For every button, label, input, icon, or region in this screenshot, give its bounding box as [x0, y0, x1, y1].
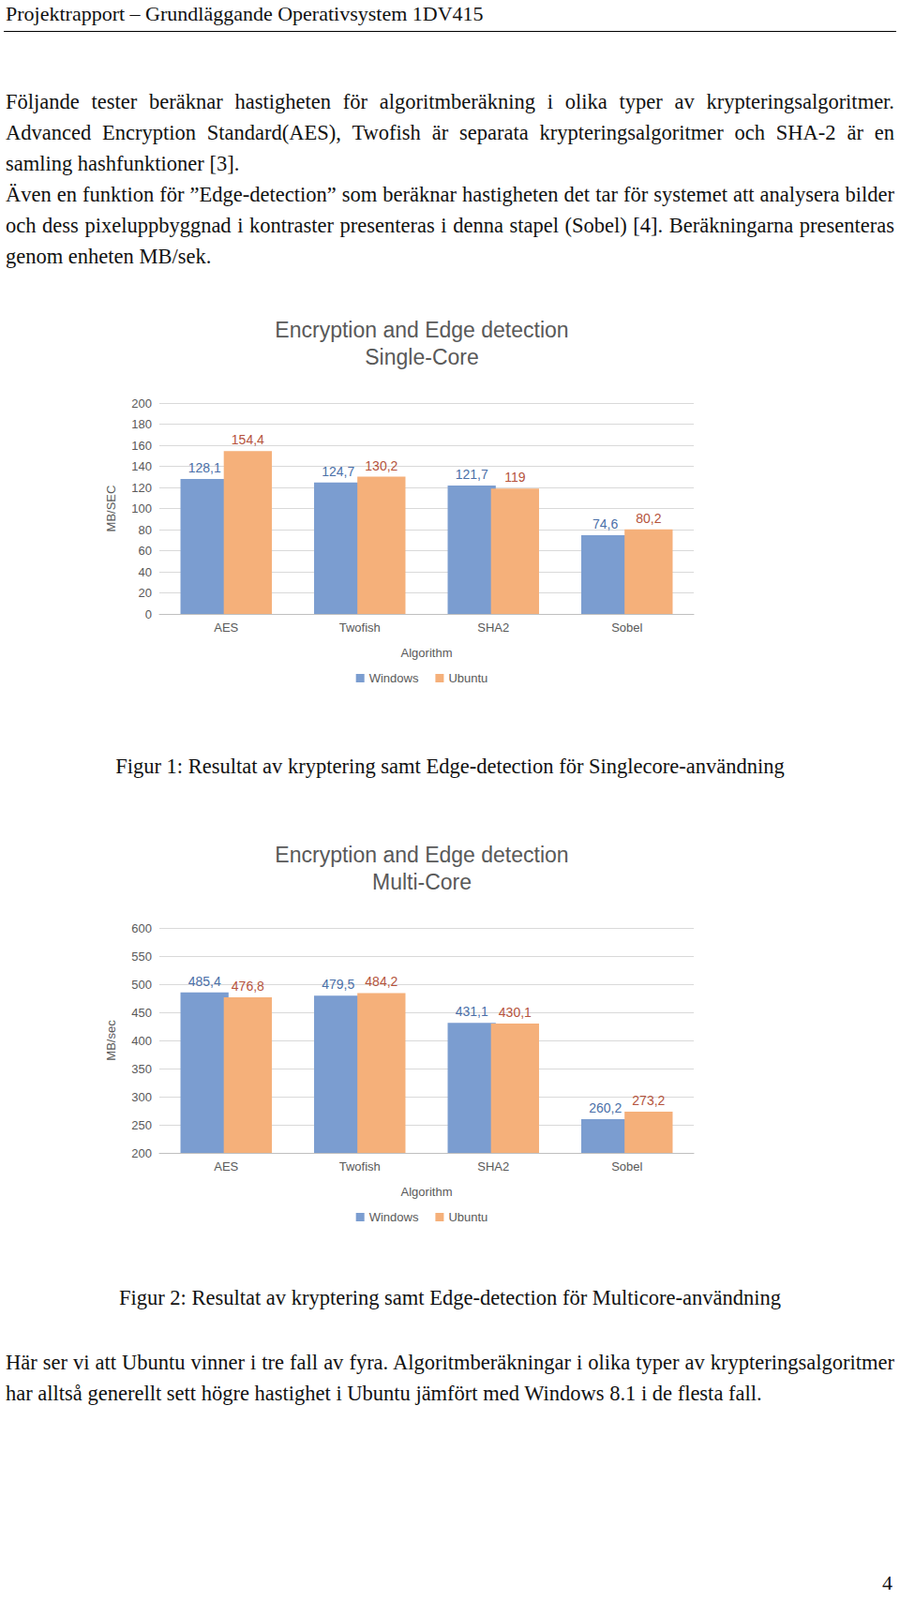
svg-text:200: 200 — [131, 1146, 152, 1161]
svg-text:160: 160 — [131, 438, 152, 453]
svg-text:130,2: 130,2 — [364, 458, 398, 474]
svg-text:SHA2: SHA2 — [477, 620, 510, 635]
svg-text:260,2: 260,2 — [588, 1100, 622, 1116]
html-text:Figur 1: Resultat av krypterin: Figur 1: Resultat av kryptering samt Edg… — [115, 754, 785, 779]
svg-text:273,2: 273,2 — [631, 1093, 665, 1109]
svg-text:121,7: 121,7 — [455, 466, 489, 482]
svg-text:Windows: Windows — [369, 1210, 420, 1225]
svg-text:Algorithm: Algorithm — [401, 1185, 453, 1200]
svg-text:60: 60 — [138, 543, 152, 558]
svg-text:Twofish: Twofish — [339, 620, 381, 635]
html-text:Följande tester beräknar hasti: Följande tester beräknar hastigheten för… — [5, 90, 895, 176]
html-text:Projektrapport – Grundläggande: Projektrapport – Grundläggande Operativs… — [5, 1, 484, 26]
svg-text:74,6: 74,6 — [592, 516, 618, 532]
svg-text:500: 500 — [131, 977, 152, 992]
svg-text:600: 600 — [131, 921, 152, 936]
svg-text:AES: AES — [213, 1159, 239, 1174]
svg-text:200: 200 — [131, 396, 152, 411]
svg-text:550: 550 — [131, 949, 152, 964]
svg-text:484,2: 484,2 — [364, 974, 398, 990]
svg-text:124,7: 124,7 — [321, 464, 355, 480]
svg-text:128,1: 128,1 — [188, 460, 222, 476]
svg-text:400: 400 — [131, 1034, 152, 1049]
html-text:Här ser vi att Ubuntu vinner i: Här ser vi att Ubuntu vinner i tre fall … — [5, 1350, 895, 1406]
svg-text:430,1: 430,1 — [498, 1005, 532, 1020]
svg-text:100: 100 — [131, 501, 152, 516]
svg-text:476,8: 476,8 — [231, 978, 265, 994]
svg-text:0: 0 — [145, 607, 152, 622]
svg-text:Windows: Windows — [369, 671, 420, 686]
svg-text:Encryption and Edge detection: Encryption and Edge detection — [274, 842, 569, 868]
svg-text:20: 20 — [138, 585, 152, 600]
svg-text:180: 180 — [131, 417, 152, 432]
svg-text:Twofish: Twofish — [339, 1159, 381, 1174]
svg-text:MB/sec: MB/sec — [104, 1020, 119, 1062]
svg-text:Encryption and Edge detection: Encryption and Edge detection — [274, 317, 569, 343]
svg-text:Ubuntu: Ubuntu — [448, 671, 488, 686]
svg-text:Sobel: Sobel — [611, 620, 643, 635]
svg-text:80,2: 80,2 — [635, 510, 661, 526]
svg-text:140: 140 — [131, 459, 152, 474]
svg-text:MB/SEC: MB/SEC — [104, 485, 119, 533]
html-text:4: 4 — [882, 1571, 893, 1595]
svg-text:300: 300 — [131, 1090, 152, 1105]
svg-text:Multi-Core: Multi-Core — [372, 870, 472, 895]
svg-text:Ubuntu: Ubuntu — [448, 1210, 488, 1225]
svg-text:Single-Core: Single-Core — [364, 345, 479, 370]
svg-text:485,4: 485,4 — [188, 974, 222, 990]
svg-text:AES: AES — [213, 620, 239, 635]
svg-text:250: 250 — [131, 1118, 152, 1133]
svg-text:119: 119 — [504, 469, 526, 485]
svg-text:154,4: 154,4 — [231, 432, 265, 448]
svg-text:450: 450 — [131, 1005, 152, 1020]
svg-text:40: 40 — [138, 565, 152, 580]
svg-text:431,1: 431,1 — [455, 1004, 489, 1020]
svg-text:Algorithm: Algorithm — [401, 645, 453, 660]
html-text:Figur 2: Resultat av krypterin: Figur 2: Resultat av kryptering samt Edg… — [119, 1286, 781, 1310]
html-text:Även en funktion för ”Edge-det: Även en funktion för ”Edge-detection” so… — [5, 182, 895, 269]
svg-text:350: 350 — [131, 1062, 152, 1077]
svg-text:Sobel: Sobel — [611, 1159, 643, 1174]
svg-text:SHA2: SHA2 — [477, 1159, 510, 1174]
svg-text:479,5: 479,5 — [321, 976, 355, 992]
svg-text:80: 80 — [138, 523, 152, 538]
svg-text:120: 120 — [131, 480, 152, 495]
